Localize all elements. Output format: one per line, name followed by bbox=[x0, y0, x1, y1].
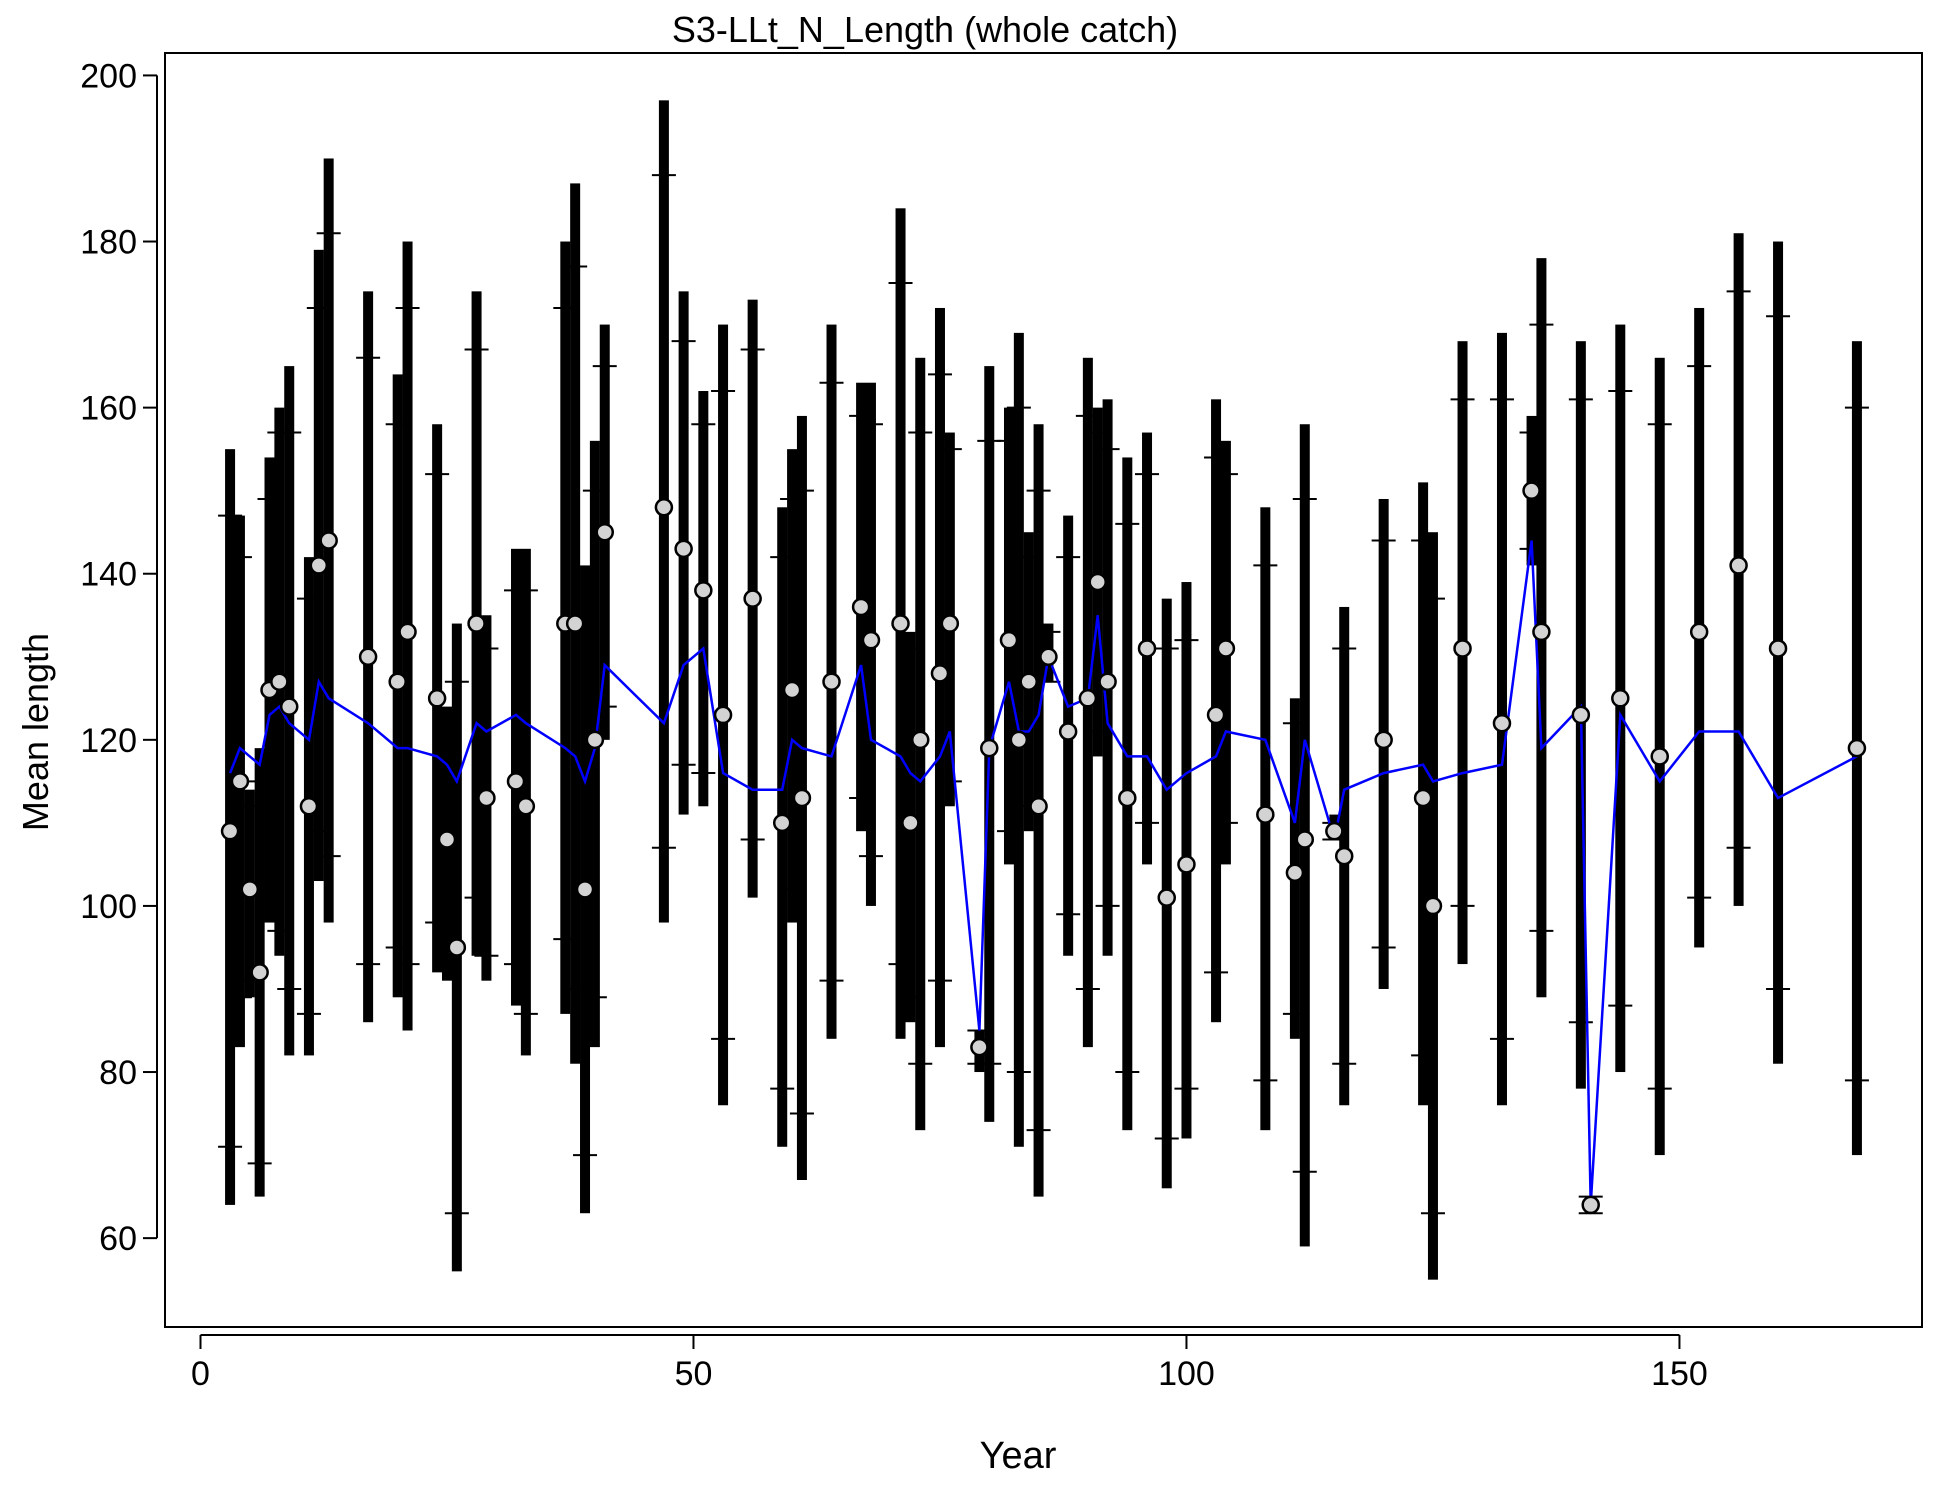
observed-point bbox=[999, 630, 1019, 650]
observed-point bbox=[565, 614, 585, 633]
x-tick-label: 100 bbox=[1158, 1355, 1215, 1393]
observed-point bbox=[1325, 821, 1344, 841]
observed-point bbox=[674, 539, 693, 559]
observed-point bbox=[822, 672, 841, 691]
observed-point bbox=[230, 772, 250, 791]
observed-point bbox=[901, 813, 920, 833]
plot-area: 0 50 100 150 60 80 100 120 140 160 180 200 bbox=[80, 52, 1923, 1393]
observed-point bbox=[782, 680, 802, 700]
observed-point bbox=[1423, 896, 1443, 916]
observed-point bbox=[694, 581, 713, 600]
observed-point bbox=[447, 938, 467, 957]
observed-point bbox=[1009, 730, 1029, 750]
observed-point bbox=[1285, 863, 1305, 882]
y-tick-label: 180 bbox=[80, 224, 137, 262]
observed-point bbox=[1088, 572, 1107, 592]
y-axis-label: Mean length bbox=[15, 633, 56, 831]
y-tick-label: 140 bbox=[80, 556, 137, 594]
observed-point bbox=[1729, 556, 1748, 575]
observed-point bbox=[1177, 855, 1196, 874]
observed-point bbox=[1295, 830, 1315, 849]
observed-point bbox=[1492, 713, 1512, 733]
observed-point bbox=[595, 522, 614, 542]
observed-point bbox=[1650, 747, 1669, 766]
observed-point bbox=[1058, 722, 1078, 741]
observed-point bbox=[398, 622, 417, 642]
observed-point bbox=[1847, 738, 1867, 758]
x-axis-label: Year bbox=[980, 1435, 1057, 1477]
observed-point bbox=[1256, 805, 1275, 824]
observed-point bbox=[575, 880, 595, 899]
observed-point bbox=[477, 788, 496, 808]
observed-point bbox=[980, 738, 999, 758]
observed-point bbox=[772, 813, 792, 833]
observed-point bbox=[358, 647, 378, 667]
observed-point bbox=[319, 531, 338, 550]
observed-point bbox=[1334, 846, 1354, 866]
observed-point bbox=[1413, 788, 1433, 808]
observed-point bbox=[1522, 481, 1541, 500]
observed-point bbox=[1137, 639, 1157, 658]
observed-point bbox=[388, 672, 407, 691]
observed-point bbox=[1374, 730, 1393, 750]
observed-point bbox=[506, 772, 526, 791]
expected-line bbox=[228, 540, 1858, 1205]
observed-point bbox=[792, 788, 812, 808]
observed-point bbox=[270, 672, 289, 691]
plot-frame bbox=[164, 52, 1923, 1328]
observed-point bbox=[1029, 797, 1048, 816]
observed-point bbox=[861, 630, 881, 650]
observed-point bbox=[279, 697, 299, 716]
observed-point bbox=[299, 797, 319, 816]
observed-point bbox=[851, 597, 871, 617]
chart-title: S3-LLt_N_Length (whole catch) bbox=[672, 9, 1178, 50]
observed-point bbox=[654, 498, 674, 517]
observed-point bbox=[585, 730, 605, 750]
observed-point bbox=[1118, 788, 1137, 808]
observed-point bbox=[930, 664, 950, 683]
observed-point bbox=[1768, 639, 1788, 658]
observed-point bbox=[1019, 672, 1038, 691]
observed-point bbox=[427, 689, 447, 708]
observed-point bbox=[1078, 689, 1098, 708]
observed-point bbox=[891, 614, 910, 633]
x-tick-label: 50 bbox=[675, 1355, 713, 1393]
observed-point bbox=[1039, 647, 1058, 667]
y-tick-label: 100 bbox=[80, 888, 137, 926]
observed-point bbox=[713, 705, 733, 725]
x-tick-label: 0 bbox=[191, 1355, 210, 1393]
observed-point bbox=[1206, 705, 1226, 725]
observed-point bbox=[970, 1037, 989, 1057]
observed-point bbox=[1689, 622, 1709, 642]
observed-point bbox=[1571, 705, 1591, 725]
observed-point bbox=[250, 963, 269, 982]
observed-point bbox=[911, 730, 930, 750]
observed-point bbox=[437, 830, 457, 849]
y-tick-label: 80 bbox=[99, 1054, 137, 1092]
observed-point bbox=[1581, 1195, 1600, 1215]
observed-point bbox=[1532, 622, 1551, 642]
observed-point bbox=[1453, 639, 1472, 658]
observed-point bbox=[1216, 639, 1236, 658]
observed-point bbox=[1157, 888, 1176, 907]
observed-point bbox=[743, 589, 762, 608]
observed-point bbox=[309, 556, 329, 575]
observed-point bbox=[1611, 689, 1630, 708]
y-tick-label: 200 bbox=[80, 57, 137, 95]
observed-point bbox=[940, 614, 960, 633]
observed-point bbox=[467, 614, 486, 633]
y-tick-label: 120 bbox=[80, 722, 137, 760]
x-tick-label: 150 bbox=[1651, 1355, 1708, 1393]
observed-point bbox=[220, 821, 240, 841]
y-tick-label: 160 bbox=[80, 390, 137, 428]
observed-point bbox=[516, 797, 536, 816]
observed-point bbox=[1098, 672, 1117, 691]
observed-point bbox=[240, 880, 260, 899]
y-tick-label: 60 bbox=[99, 1220, 137, 1258]
